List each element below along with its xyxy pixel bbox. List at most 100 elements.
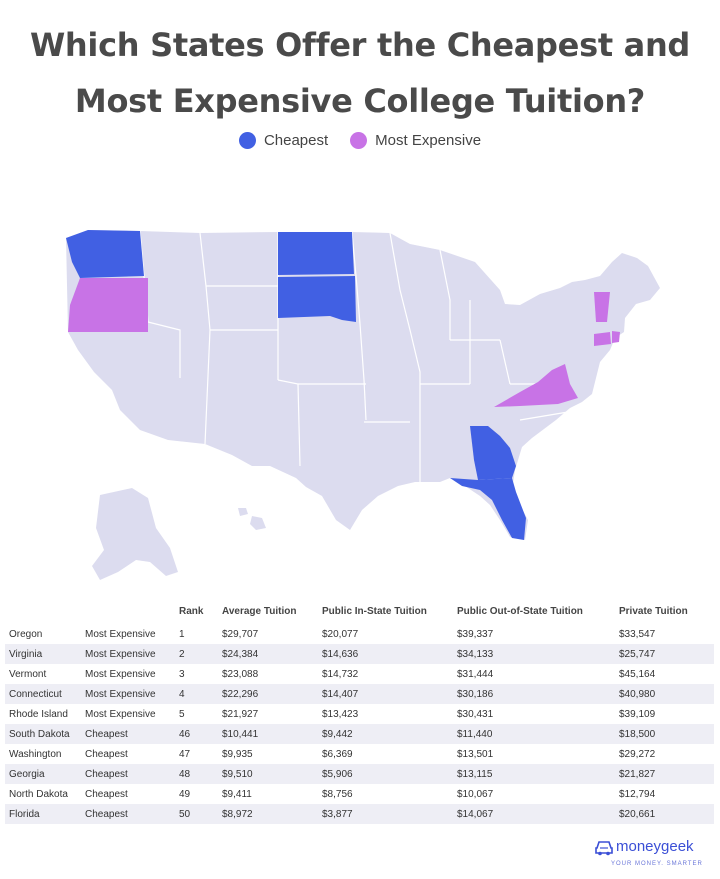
cell-out-of-state: $13,115 <box>457 764 619 784</box>
cell-category: Most Expensive <box>85 684 179 704</box>
table-row: Georgia Cheapest 48 $9,510 $5,906 $13,11… <box>5 764 714 784</box>
header-average-tuition: Average Tuition <box>222 605 297 617</box>
us-mainland <box>66 230 660 540</box>
cell-rank: 46 <box>179 724 222 744</box>
state-florida <box>450 478 526 540</box>
cell-state: Virginia <box>5 644 85 664</box>
legend-item-cheapest: Cheapest <box>238 132 329 149</box>
cell-average: $21,927 <box>222 708 259 720</box>
cell-out-of-state: $34,133 <box>457 644 619 664</box>
cell-out-of-state: $39,337 <box>457 628 494 640</box>
cell-average: $9,411 <box>222 788 252 800</box>
cell-rank: 3 <box>179 668 185 680</box>
cell-state: Oregon <box>9 628 43 640</box>
header-public-in-state: Public In-State Tuition <box>322 605 427 617</box>
cell-private: $25,747 <box>619 644 714 664</box>
table-row: Vermont Most Expensive 3 $23,088 $14,732… <box>5 664 714 684</box>
cell-in-state: $5,906 <box>322 764 457 784</box>
legend-swatch-cheapest <box>238 132 256 149</box>
cell-state: Vermont <box>9 668 47 680</box>
header-public-out-of-state: Public Out-of-State Tuition <box>457 605 583 617</box>
cell-category: Most Expensive <box>85 668 156 680</box>
moneygeek-logo: moneygeek YOUR MONEY. SMARTER <box>594 836 714 874</box>
cell-private: $45,164 <box>619 668 656 680</box>
state-virginia <box>494 364 578 407</box>
us-map <box>0 215 720 595</box>
state-north-dakota <box>278 232 354 275</box>
cell-private: $12,794 <box>619 788 656 800</box>
alaska <box>92 488 178 580</box>
cell-average: $22,296 <box>222 684 322 704</box>
cell-rank: 47 <box>179 748 191 760</box>
cell-private: $20,661 <box>619 804 714 824</box>
state-rhode-island <box>612 331 620 343</box>
cell-in-state: $14,732 <box>322 668 359 680</box>
cell-average: $23,088 <box>222 668 259 680</box>
legend-swatch-most-expensive <box>350 132 368 149</box>
header-private-tuition: Private Tuition <box>619 605 688 617</box>
state-vermont <box>594 292 610 322</box>
legend: Cheapest Most Expensive <box>0 132 720 149</box>
tuition-table: Rank Average Tuition Public In-State Tui… <box>5 604 714 824</box>
cell-in-state: $6,369 <box>322 748 353 760</box>
cell-out-of-state: $10,067 <box>457 788 494 800</box>
cell-rank: 50 <box>179 804 222 824</box>
state-georgia <box>470 426 516 480</box>
state-connecticut <box>594 332 611 346</box>
cell-average: $24,384 <box>222 644 322 664</box>
logo-wordmark: moneygeek <box>616 838 694 855</box>
cell-state: Georgia <box>5 764 85 784</box>
cell-category: Cheapest <box>85 724 179 744</box>
cell-category: Cheapest <box>85 764 179 784</box>
cell-average: $8,972 <box>222 804 322 824</box>
state-south-dakota <box>278 276 356 322</box>
cell-out-of-state: $13,501 <box>457 748 494 760</box>
chart-title-line-2: Most Expensive College Tuition? <box>74 82 646 120</box>
cell-out-of-state: $30,431 <box>457 708 494 720</box>
table-row: Connecticut Most Expensive 4 $22,296 $14… <box>5 684 714 704</box>
cell-state: Washington <box>9 748 62 760</box>
table-row: Rhode Island Most Expensive 5 $21,927 $1… <box>5 704 714 724</box>
cell-in-state: $13,423 <box>322 708 359 720</box>
legend-label-cheapest: Cheapest <box>263 132 329 149</box>
header-state <box>5 604 85 624</box>
cell-average: $9,510 <box>222 764 322 784</box>
cell-category: Cheapest <box>85 804 179 824</box>
cell-private: $39,109 <box>619 708 656 720</box>
state-washington <box>66 230 144 278</box>
cell-category: Cheapest <box>85 788 128 800</box>
cell-in-state: $14,407 <box>322 684 457 704</box>
cell-state: South Dakota <box>5 724 85 744</box>
cell-in-state: $14,636 <box>322 644 457 664</box>
cell-private: $18,500 <box>619 724 714 744</box>
cell-rank: 2 <box>179 644 222 664</box>
table-row: South Dakota Cheapest 46 $10,441 $9,442 … <box>5 724 714 744</box>
moneygeek-car-icon <box>595 841 613 856</box>
cell-rank: 1 <box>179 628 185 640</box>
cell-state: Connecticut <box>5 684 85 704</box>
cell-out-of-state: $11,440 <box>457 724 619 744</box>
cell-category: Most Expensive <box>85 644 179 664</box>
hawaii <box>238 508 266 530</box>
cell-rank: 5 <box>179 708 185 720</box>
header-category <box>85 604 179 624</box>
legend-item-most-expensive: Most Expensive <box>350 132 481 149</box>
logo-tagline: YOUR MONEY. SMARTER <box>611 861 703 867</box>
cell-in-state: $3,877 <box>322 804 457 824</box>
cell-private: $21,827 <box>619 764 714 784</box>
table-row: Oregon Most Expensive 1 $29,707 $20,077 … <box>5 624 714 644</box>
cell-state: Rhode Island <box>9 708 68 720</box>
cell-category: Most Expensive <box>85 708 156 720</box>
header-rank: Rank <box>179 605 204 617</box>
cell-average: $29,707 <box>222 628 259 640</box>
cell-rank: 49 <box>179 788 191 800</box>
cell-in-state: $9,442 <box>322 724 457 744</box>
cell-private: $33,547 <box>619 628 656 640</box>
cell-out-of-state: $14,067 <box>457 804 619 824</box>
cell-private: $40,980 <box>619 684 714 704</box>
cell-category: Cheapest <box>85 748 128 760</box>
cell-average: $10,441 <box>222 724 322 744</box>
table-row: Virginia Most Expensive 2 $24,384 $14,63… <box>5 644 714 664</box>
cell-private: $29,272 <box>619 748 656 760</box>
cell-rank: 4 <box>179 684 222 704</box>
